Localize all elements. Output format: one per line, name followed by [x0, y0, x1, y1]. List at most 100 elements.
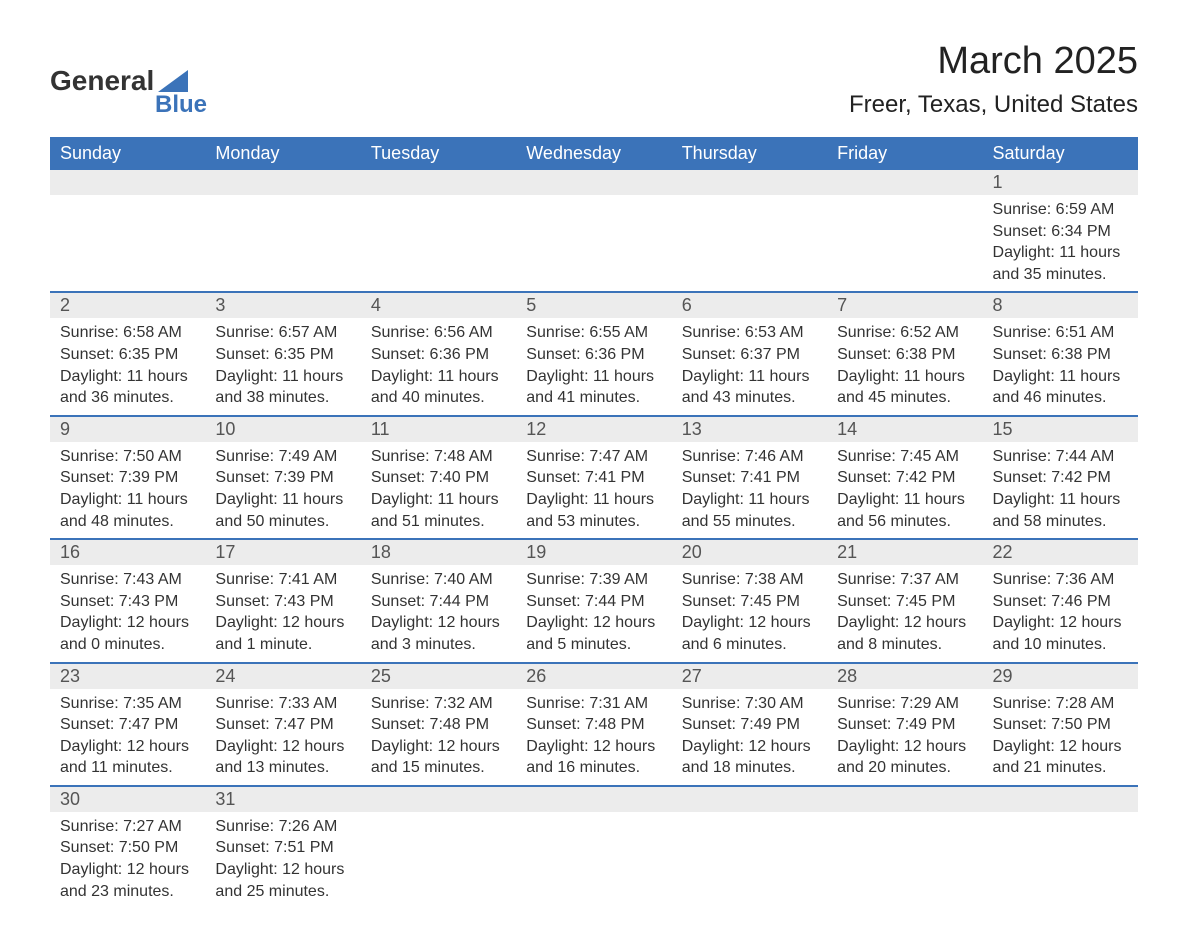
day-sunrise: Sunrise: 6:58 AM: [60, 322, 195, 344]
day-number: [827, 170, 982, 195]
day-number: [827, 787, 982, 812]
day-sunrise: Sunrise: 6:52 AM: [837, 322, 972, 344]
day-day2: and 50 minutes.: [215, 511, 350, 533]
day-body: [516, 812, 671, 872]
calendar-cell: 8Sunrise: 6:51 AMSunset: 6:38 PMDaylight…: [983, 292, 1138, 415]
day-sunrise: Sunrise: 7:29 AM: [837, 693, 972, 715]
day-number: 1: [983, 170, 1138, 195]
day-sunrise: Sunrise: 6:51 AM: [993, 322, 1128, 344]
day-sunrise: Sunrise: 6:56 AM: [371, 322, 506, 344]
day-number: [983, 787, 1138, 812]
day-body: Sunrise: 6:59 AMSunset: 6:34 PMDaylight:…: [983, 195, 1138, 291]
day-day2: and 0 minutes.: [60, 634, 195, 656]
day-number: [361, 170, 516, 195]
day-body: Sunrise: 6:51 AMSunset: 6:38 PMDaylight:…: [983, 318, 1138, 414]
day-body: Sunrise: 7:40 AMSunset: 7:44 PMDaylight:…: [361, 565, 516, 661]
day-number: [516, 787, 671, 812]
day-body: Sunrise: 7:36 AMSunset: 7:46 PMDaylight:…: [983, 565, 1138, 661]
day-day1: Daylight: 11 hours: [993, 366, 1128, 388]
day-body: Sunrise: 7:29 AMSunset: 7:49 PMDaylight:…: [827, 689, 982, 785]
day-sunset: Sunset: 7:47 PM: [215, 714, 350, 736]
calendar-cell: 5Sunrise: 6:55 AMSunset: 6:36 PMDaylight…: [516, 292, 671, 415]
calendar-table: Sunday Monday Tuesday Wednesday Thursday…: [50, 137, 1138, 908]
day-sunset: Sunset: 6:34 PM: [993, 221, 1128, 243]
day-sunset: Sunset: 7:40 PM: [371, 467, 506, 489]
calendar-cell: 9Sunrise: 7:50 AMSunset: 7:39 PMDaylight…: [50, 416, 205, 539]
day-sunset: Sunset: 6:38 PM: [993, 344, 1128, 366]
day-body: Sunrise: 7:47 AMSunset: 7:41 PMDaylight:…: [516, 442, 671, 538]
calendar-cell: 28Sunrise: 7:29 AMSunset: 7:49 PMDayligh…: [827, 663, 982, 786]
calendar-cell: [361, 170, 516, 292]
calendar-cell: [205, 170, 360, 292]
calendar-cell: 10Sunrise: 7:49 AMSunset: 7:39 PMDayligh…: [205, 416, 360, 539]
day-body: Sunrise: 6:56 AMSunset: 6:36 PMDaylight:…: [361, 318, 516, 414]
day-day1: Daylight: 11 hours: [837, 366, 972, 388]
day-sunset: Sunset: 7:48 PM: [526, 714, 661, 736]
day-day1: Daylight: 11 hours: [993, 242, 1128, 264]
day-day1: Daylight: 12 hours: [837, 612, 972, 634]
day-body: Sunrise: 7:43 AMSunset: 7:43 PMDaylight:…: [50, 565, 205, 661]
day-sunset: Sunset: 7:49 PM: [837, 714, 972, 736]
day-body: Sunrise: 7:31 AMSunset: 7:48 PMDaylight:…: [516, 689, 671, 785]
calendar-cell: 19Sunrise: 7:39 AMSunset: 7:44 PMDayligh…: [516, 539, 671, 662]
day-day1: Daylight: 12 hours: [60, 736, 195, 758]
day-day1: Daylight: 11 hours: [215, 489, 350, 511]
day-sunrise: Sunrise: 7:46 AM: [682, 446, 817, 468]
day-body: Sunrise: 7:50 AMSunset: 7:39 PMDaylight:…: [50, 442, 205, 538]
weekday-header: Thursday: [672, 137, 827, 170]
day-day2: and 21 minutes.: [993, 757, 1128, 779]
calendar-cell: 4Sunrise: 6:56 AMSunset: 6:36 PMDaylight…: [361, 292, 516, 415]
day-number: 9: [50, 417, 205, 442]
calendar-cell: [827, 786, 982, 908]
day-body: [672, 195, 827, 255]
day-sunrise: Sunrise: 7:49 AM: [215, 446, 350, 468]
day-number: 12: [516, 417, 671, 442]
month-title: March 2025: [849, 40, 1138, 83]
day-number: 13: [672, 417, 827, 442]
day-sunset: Sunset: 7:39 PM: [60, 467, 195, 489]
calendar-cell: 16Sunrise: 7:43 AMSunset: 7:43 PMDayligh…: [50, 539, 205, 662]
calendar-cell: [516, 170, 671, 292]
day-day1: Daylight: 12 hours: [215, 859, 350, 881]
day-body: Sunrise: 7:33 AMSunset: 7:47 PMDaylight:…: [205, 689, 360, 785]
day-day1: Daylight: 11 hours: [526, 366, 661, 388]
calendar-cell: 29Sunrise: 7:28 AMSunset: 7:50 PMDayligh…: [983, 663, 1138, 786]
day-body: [205, 195, 360, 255]
day-day2: and 36 minutes.: [60, 387, 195, 409]
day-body: [827, 812, 982, 872]
day-number: [361, 787, 516, 812]
day-body: Sunrise: 7:49 AMSunset: 7:39 PMDaylight:…: [205, 442, 360, 538]
calendar-week-row: 23Sunrise: 7:35 AMSunset: 7:47 PMDayligh…: [50, 663, 1138, 786]
day-body: Sunrise: 7:44 AMSunset: 7:42 PMDaylight:…: [983, 442, 1138, 538]
day-day2: and 35 minutes.: [993, 264, 1128, 286]
weekday-header: Wednesday: [516, 137, 671, 170]
day-sunrise: Sunrise: 7:33 AM: [215, 693, 350, 715]
day-sunrise: Sunrise: 7:50 AM: [60, 446, 195, 468]
day-day2: and 10 minutes.: [993, 634, 1128, 656]
day-body: Sunrise: 7:46 AMSunset: 7:41 PMDaylight:…: [672, 442, 827, 538]
day-day1: Daylight: 11 hours: [371, 366, 506, 388]
day-body: [983, 812, 1138, 872]
day-sunset: Sunset: 7:43 PM: [60, 591, 195, 613]
day-number: 31: [205, 787, 360, 812]
day-body: Sunrise: 6:58 AMSunset: 6:35 PMDaylight:…: [50, 318, 205, 414]
day-sunset: Sunset: 6:36 PM: [371, 344, 506, 366]
day-day2: and 5 minutes.: [526, 634, 661, 656]
calendar-cell: 2Sunrise: 6:58 AMSunset: 6:35 PMDaylight…: [50, 292, 205, 415]
day-number: 15: [983, 417, 1138, 442]
day-sunrise: Sunrise: 7:26 AM: [215, 816, 350, 838]
day-body: [516, 195, 671, 255]
calendar-cell: 21Sunrise: 7:37 AMSunset: 7:45 PMDayligh…: [827, 539, 982, 662]
location-subtitle: Freer, Texas, United States: [849, 91, 1138, 119]
day-day2: and 41 minutes.: [526, 387, 661, 409]
day-sunrise: Sunrise: 6:55 AM: [526, 322, 661, 344]
day-number: 18: [361, 540, 516, 565]
logo-word-2: Blue: [155, 91, 207, 119]
calendar-cell: 18Sunrise: 7:40 AMSunset: 7:44 PMDayligh…: [361, 539, 516, 662]
day-day2: and 40 minutes.: [371, 387, 506, 409]
day-body: Sunrise: 7:38 AMSunset: 7:45 PMDaylight:…: [672, 565, 827, 661]
day-day1: Daylight: 12 hours: [371, 736, 506, 758]
day-number: 22: [983, 540, 1138, 565]
day-body: Sunrise: 7:26 AMSunset: 7:51 PMDaylight:…: [205, 812, 360, 908]
calendar-cell: [672, 786, 827, 908]
